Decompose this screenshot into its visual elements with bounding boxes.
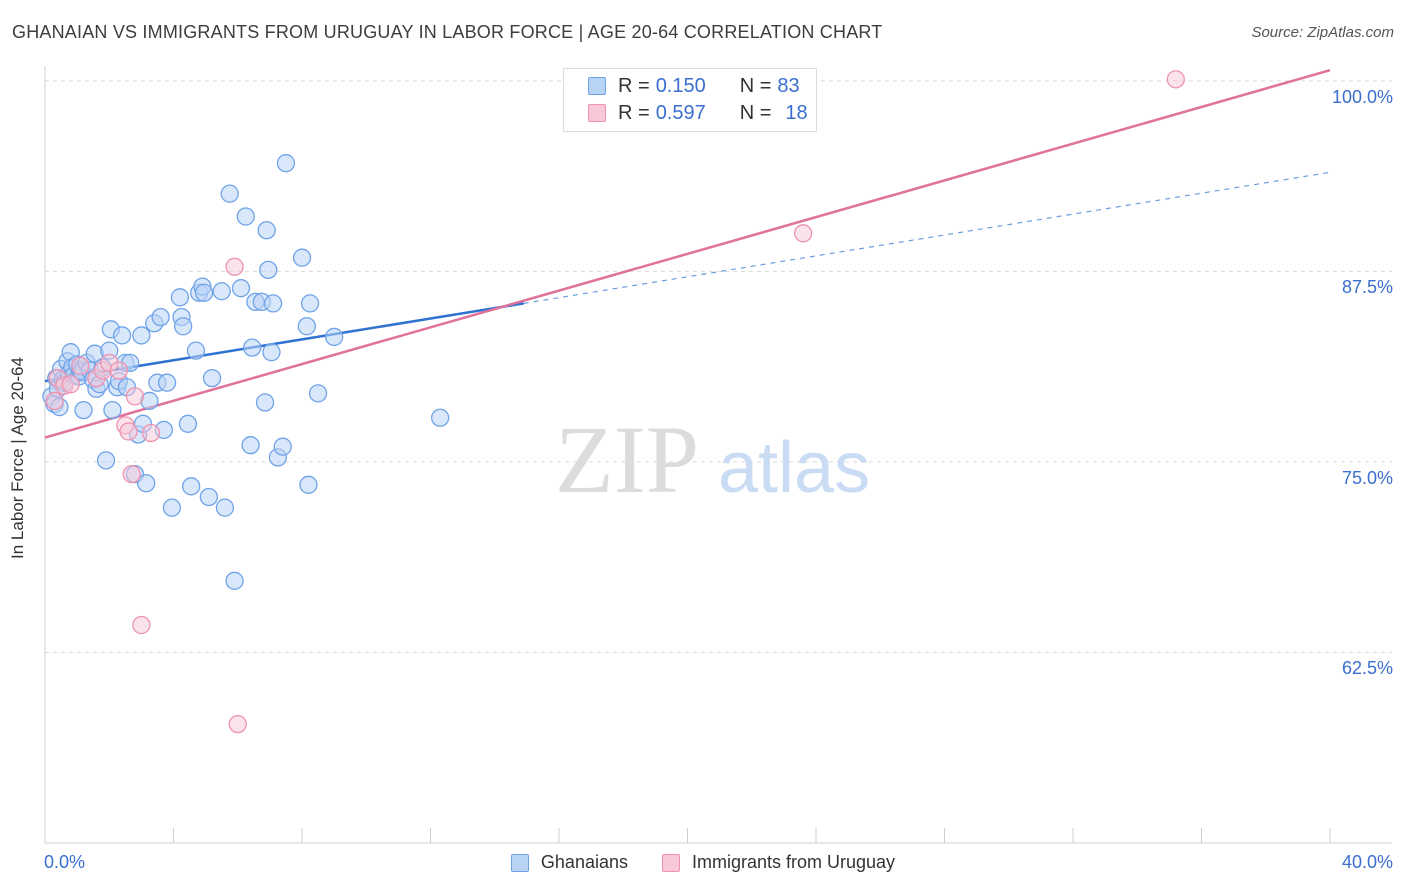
- grid: [45, 80, 1392, 653]
- data-point-uruguay: [132, 615, 151, 635]
- data-point-ghanaians: [157, 373, 177, 392]
- chart-title: GHANAIAN VS IMMIGRANTS FROM URUGUAY IN L…: [12, 22, 883, 42]
- data-point-ghanaians: [170, 288, 190, 307]
- legend-swatch-blue: [510, 853, 529, 872]
- data-point-ghanaians: [236, 207, 255, 226]
- legend-swatch-blue: [588, 77, 606, 95]
- data-point-ghanaians: [276, 154, 296, 173]
- n-label: N =: [739, 101, 772, 124]
- data-point-uruguay: [225, 257, 244, 276]
- data-point-ghanaians: [273, 437, 292, 456]
- data-point-ghanaians: [74, 400, 93, 420]
- data-point-uruguay: [45, 391, 64, 411]
- data-point-ghanaians: [241, 436, 260, 455]
- trendline-uruguay: [44, 68, 1331, 439]
- data-point-ghanaians: [132, 326, 151, 345]
- data-point-ghanaians: [215, 498, 235, 517]
- data-point-uruguay: [109, 361, 129, 380]
- data-point-ghanaians: [231, 279, 251, 298]
- data-point-ghanaians: [162, 498, 182, 517]
- stats-row-uruguay: R = 0.597 N = 18: [588, 100, 808, 126]
- y-tick-label: 75.0%: [1341, 467, 1393, 488]
- data-point-ghanaians: [297, 317, 316, 336]
- data-point-ghanaians: [220, 184, 239, 203]
- data-point-ghanaians: [194, 283, 214, 302]
- r-value: 0.150: [655, 74, 706, 97]
- y-tick-label: 62.5%: [1341, 658, 1393, 679]
- data-point-ghanaians: [259, 260, 278, 280]
- data-point-uruguay: [1166, 70, 1185, 89]
- data-point-ghanaians: [151, 307, 170, 327]
- x-tick-label: 40.0%: [1341, 852, 1393, 872]
- legend-item-uruguay[interactable]: Immigrants from Uruguay: [662, 852, 895, 873]
- legend-item-ghanaians[interactable]: Ghanaians: [510, 852, 628, 873]
- data-point-ghanaians: [262, 343, 281, 362]
- legend-label-uruguay: Immigrants from Uruguay: [692, 852, 896, 872]
- watermark-zip: ZIP: [555, 406, 699, 513]
- data-point-ghanaians: [243, 338, 262, 357]
- n-label: N =: [739, 74, 772, 97]
- r-value: 0.597: [655, 101, 706, 124]
- data-point-ghanaians: [263, 294, 283, 313]
- data-point-ghanaians: [225, 571, 244, 590]
- stats-row-ghanaians: R = 0.150 N = 83: [588, 73, 800, 99]
- data-point-ghanaians: [103, 400, 122, 420]
- legend-swatch-pink: [662, 853, 680, 872]
- data-point-uruguay: [794, 224, 813, 243]
- data-point-ghanaians: [257, 221, 276, 240]
- series-legend: Ghanaians Immigrants from Uruguay: [0, 852, 1406, 873]
- data-point-ghanaians: [255, 393, 275, 412]
- data-point-uruguay: [71, 356, 90, 376]
- data-point-ghanaians: [300, 294, 320, 313]
- series-uruguay: [45, 70, 1185, 734]
- y-tick-label: 87.5%: [1341, 277, 1393, 298]
- data-point-uruguay: [122, 464, 141, 484]
- data-point-uruguay: [61, 375, 80, 394]
- data-point-ghanaians: [186, 341, 206, 360]
- data-point-ghanaians: [299, 475, 318, 494]
- n-value: 18: [785, 101, 808, 124]
- watermark: ZIP atlas: [555, 406, 870, 513]
- source-credit: Source: ZipAtlas.com: [1251, 24, 1394, 41]
- data-point-uruguay: [119, 422, 138, 441]
- y-axis-label: In Labor Force | Age 20-64: [8, 357, 27, 559]
- data-point-ghanaians: [178, 414, 198, 433]
- data-point-uruguay: [141, 423, 161, 443]
- axes: [44, 66, 1392, 844]
- data-point-ghanaians: [292, 248, 312, 267]
- legend-label-ghanaians: Ghanaians: [540, 852, 628, 872]
- legend-swatch-pink: [588, 104, 606, 122]
- r-label: R =: [618, 74, 650, 97]
- stats-legend: R = 0.150 N = 83 R = 0.597 N = 18: [563, 68, 817, 132]
- data-point-ghanaians: [202, 368, 222, 388]
- data-point-ghanaians: [199, 487, 218, 507]
- trendline-ghanaians-extension: [523, 171, 1331, 305]
- data-point-ghanaians: [212, 282, 231, 301]
- data-point-uruguay: [125, 387, 145, 406]
- data-point-ghanaians: [96, 451, 116, 470]
- y-tick-label: 100.0%: [1331, 86, 1393, 107]
- data-point-ghanaians: [112, 326, 132, 345]
- watermark-atlas: atlas: [718, 428, 870, 508]
- data-point-ghanaians: [430, 408, 450, 427]
- data-point-ghanaians: [182, 477, 201, 496]
- data-point-uruguay: [228, 714, 247, 734]
- data-point-ghanaians: [324, 327, 344, 347]
- data-point-ghanaians: [173, 317, 193, 336]
- x-tick-label: 0.0%: [44, 852, 86, 872]
- r-label: R =: [618, 101, 650, 124]
- data-point-ghanaians: [137, 474, 156, 493]
- n-value: 83: [777, 74, 800, 97]
- data-point-ghanaians: [308, 384, 328, 403]
